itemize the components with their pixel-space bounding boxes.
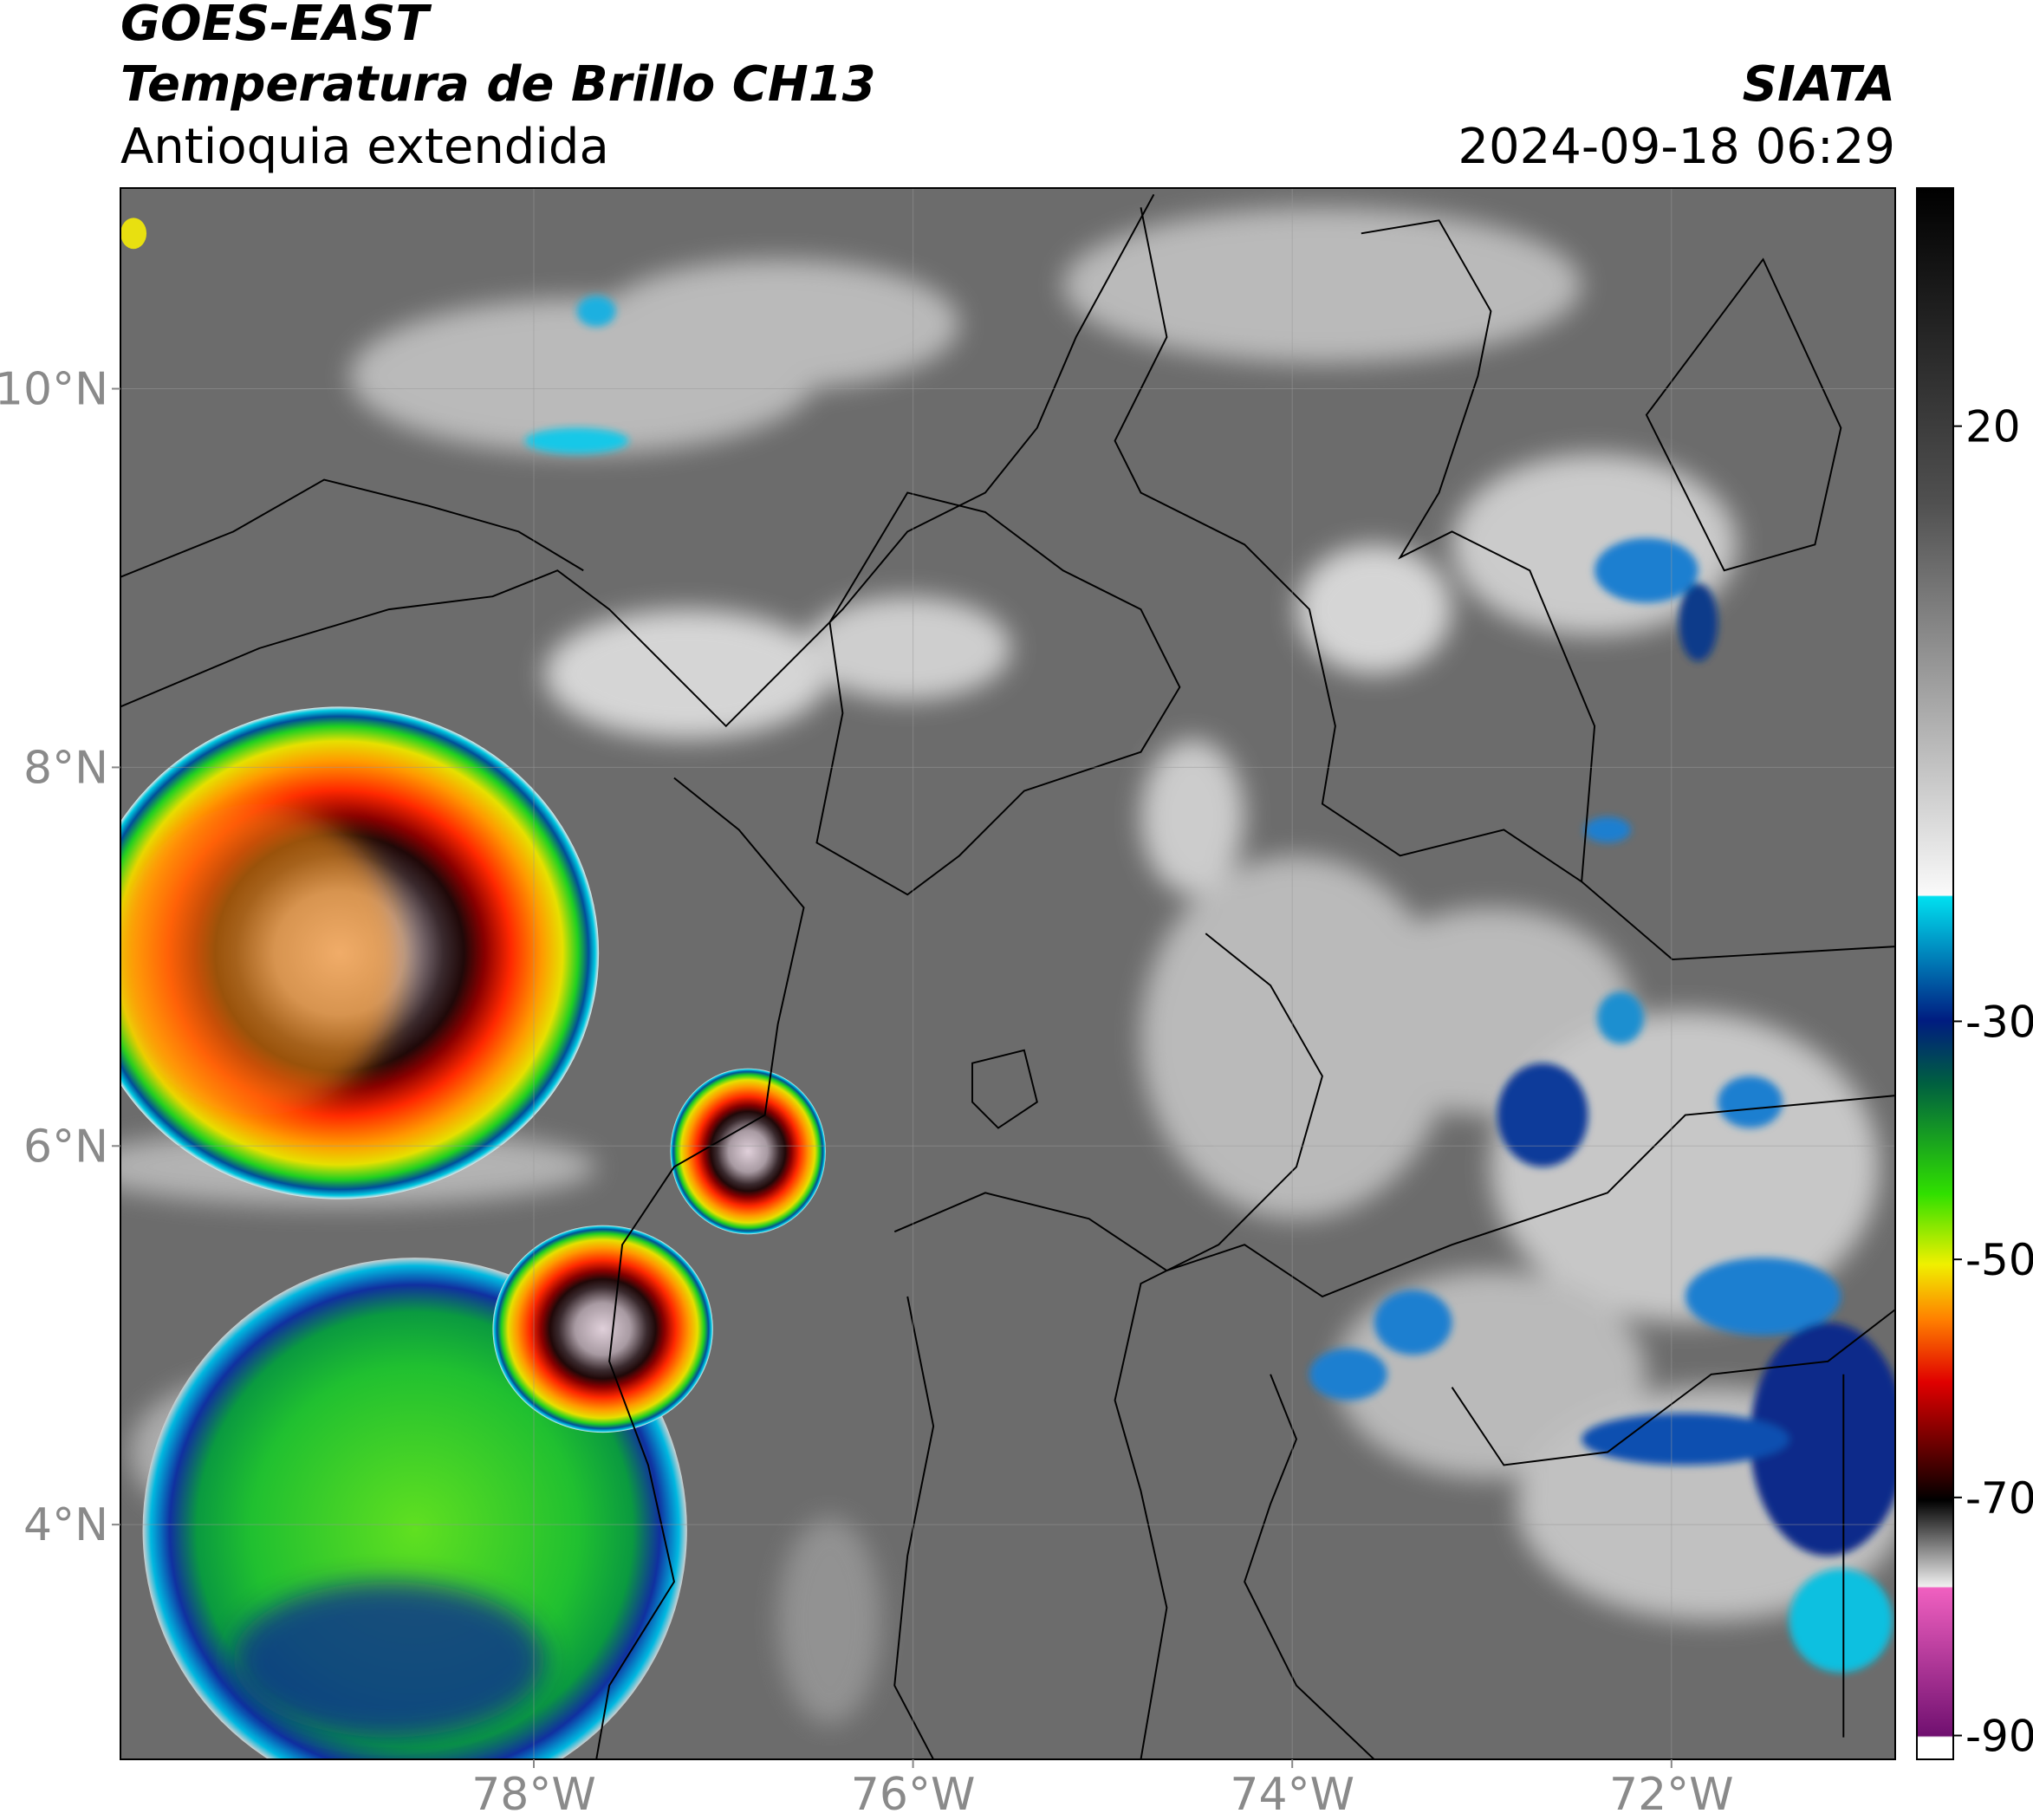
y-tick-label: 6°N xyxy=(23,1121,108,1173)
agency: SIATA xyxy=(1743,56,1895,113)
colorbar-tick-label: -70 xyxy=(1965,1473,2033,1524)
x-tick-label: 78°W xyxy=(471,1769,596,1820)
map-imagery xyxy=(120,188,1895,1759)
graticule xyxy=(120,188,1895,1759)
y-tick-label: 10°N xyxy=(0,364,108,416)
x-tick-label: 72°W xyxy=(1609,1769,1734,1820)
title-region: Antioquia extendida xyxy=(120,119,609,175)
y-tick-label: 4°N xyxy=(23,1499,108,1551)
colorbar-tick-label: -30 xyxy=(1965,997,2033,1047)
y-tick-label: 8°N xyxy=(23,742,108,794)
title-product: Temperatura de Brillo CH13 xyxy=(120,56,876,113)
map-frame xyxy=(120,187,1896,1760)
colorbar xyxy=(1916,187,1954,1760)
title-satellite: GOES-EAST xyxy=(120,0,432,52)
x-tick-label: 74°W xyxy=(1230,1769,1354,1820)
colorbar-tick-label: -50 xyxy=(1965,1235,2033,1285)
colorbar-tick-label: -90 xyxy=(1965,1712,2033,1762)
datetime: 2024-09-18 06:29 xyxy=(1458,119,1895,175)
x-tick-label: 76°W xyxy=(851,1769,976,1820)
colorbar-tick-label: 20 xyxy=(1965,402,2021,452)
